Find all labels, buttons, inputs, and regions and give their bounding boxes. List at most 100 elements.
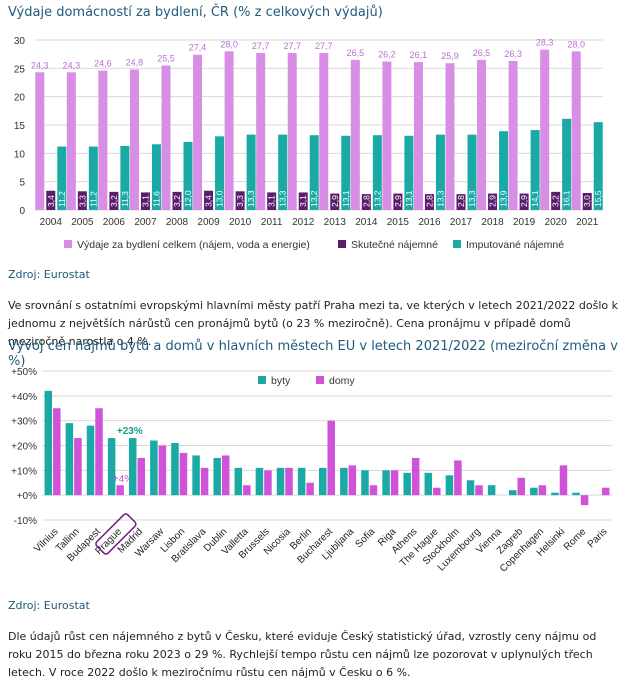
x-tick-label: 2005 [71, 217, 94, 228]
bar-byty [572, 492, 580, 496]
data-label: 27,7 [283, 41, 301, 51]
bar-domy [601, 487, 610, 496]
bar-domy [137, 457, 145, 496]
legend-swatch [453, 240, 461, 248]
bar-imputed [499, 131, 509, 210]
bar-total [382, 61, 392, 211]
y-tick-label: +30% [11, 417, 37, 428]
y-tick-label: -10% [14, 516, 37, 527]
data-label: 3,3 [235, 195, 245, 207]
data-label: 24,8 [126, 57, 144, 67]
data-label: 3,4 [46, 195, 56, 207]
data-label: 2,9 [519, 195, 529, 207]
data-label: 13,2 [372, 190, 382, 207]
bar-imputed [278, 134, 288, 210]
x-tick-label: 2016 [418, 217, 441, 228]
data-label: 2,8 [361, 195, 371, 207]
data-label: 28,3 [536, 38, 554, 48]
bar-total [129, 69, 139, 210]
bar-total [413, 62, 423, 210]
x-tick-label: 2009 [197, 217, 220, 228]
data-label: 2,9 [330, 195, 340, 207]
data-label: 3,1 [298, 195, 308, 207]
bar-imputed [372, 135, 382, 210]
y-tick-label: 15 [14, 121, 26, 132]
bar-actual [330, 193, 340, 210]
bar-total [540, 49, 550, 210]
bar-total [319, 53, 329, 211]
bar-byty [424, 472, 433, 496]
bar-actual [393, 193, 403, 210]
data-label: 26,5 [347, 48, 365, 58]
chart1-title: Výdaje domácností za bydlení, ČR (% z ce… [8, 5, 383, 20]
bar-actual [77, 191, 87, 210]
x-tick-label: 2012 [292, 217, 315, 228]
x-tick-label: 2020 [545, 217, 568, 228]
data-label: 3,0 [582, 195, 592, 207]
bar-byty [340, 467, 348, 496]
bar-imputed [435, 134, 445, 210]
bar-domy [264, 470, 272, 496]
prague-highlight-box [95, 513, 137, 555]
bar-total [350, 59, 360, 211]
prague-byty-label: +23% [117, 426, 143, 437]
bar-total [66, 72, 76, 210]
paragraph-1: Ve srovnání s ostatními evropskými hlavn… [8, 299, 619, 348]
bar-actual [235, 191, 245, 210]
bar-imputed [341, 135, 351, 210]
bar-byty [192, 455, 200, 496]
x-tick-label: 2019 [513, 217, 536, 228]
data-label: 3,1 [140, 195, 150, 207]
bar-actual [424, 194, 434, 210]
x-tick-label: Vilnius [32, 526, 60, 554]
legend-swatch [258, 376, 266, 384]
bar-actual [204, 190, 214, 210]
data-label: 3,2 [109, 195, 119, 207]
bar-byty [276, 467, 285, 496]
bar-actual [456, 194, 466, 210]
prague-domy-label: +4% [113, 474, 133, 485]
bar-total [193, 54, 203, 210]
data-label: 13,1 [404, 190, 414, 207]
bar-imputed [246, 134, 256, 210]
data-label: 13,9 [499, 190, 509, 207]
bar-imputed [215, 136, 225, 210]
x-tick-label: 2013 [324, 217, 347, 228]
bar-byty [319, 467, 327, 496]
data-label: 13,3 [246, 190, 256, 207]
paragraph-2: Dle údajů růst cen nájemného z bytů v Če… [8, 630, 597, 679]
bar-imputed [530, 130, 540, 210]
x-tick-label: 2015 [387, 217, 410, 228]
bar-domy [348, 465, 357, 496]
bar-domy [369, 485, 378, 496]
bar-actual [298, 192, 308, 210]
bar-byty [551, 492, 559, 496]
bar-domy [454, 460, 462, 496]
y-tick-label: +10% [11, 466, 37, 477]
data-label: 11,6 [151, 191, 161, 207]
y-tick-label: +50% [11, 367, 37, 378]
data-label: 16,1 [562, 190, 572, 207]
legend-label: byty [271, 375, 291, 387]
bar-byty [361, 470, 369, 496]
bar-imputed [151, 144, 161, 210]
bar-domy [95, 408, 103, 496]
bar-domy [390, 470, 399, 496]
bar-imputed [88, 146, 98, 210]
bar-imputed [120, 145, 130, 210]
source-note-1: Zdroj: Eurostat [8, 268, 90, 281]
bar-byty [44, 390, 53, 496]
data-label: 13,2 [309, 190, 319, 207]
data-label: 3,3 [77, 195, 87, 207]
x-tick-label: 2007 [134, 217, 157, 228]
data-label: 26,5 [473, 48, 491, 58]
data-label: 24,3 [63, 60, 81, 70]
legend-swatch [64, 240, 72, 248]
x-tick-label: Rome [562, 526, 589, 553]
data-label: 28,0 [567, 39, 585, 49]
data-label: 25,9 [441, 51, 459, 61]
bar-actual [551, 191, 561, 210]
bar-domy [306, 482, 314, 496]
data-label: 27,4 [189, 43, 207, 53]
